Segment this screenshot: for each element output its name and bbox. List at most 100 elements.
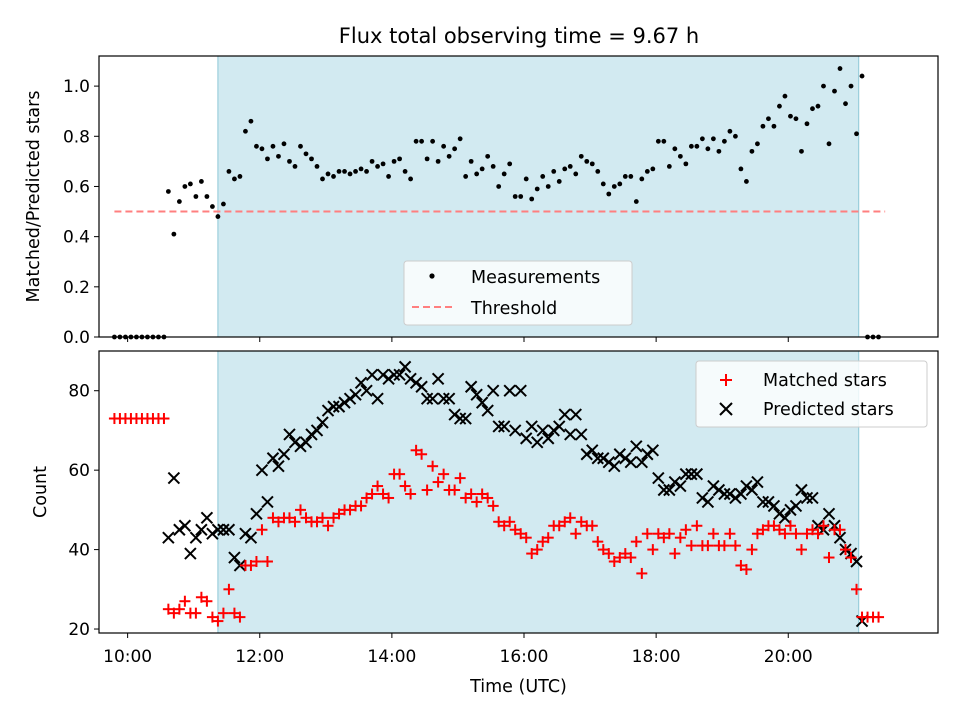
measurement-point xyxy=(474,171,480,177)
measurement-point xyxy=(859,73,865,79)
matched-point xyxy=(217,607,229,619)
matched-point xyxy=(740,563,752,575)
matched-point xyxy=(597,544,609,556)
matched-point xyxy=(702,540,714,552)
predicted-point xyxy=(382,372,395,386)
measurement-point xyxy=(485,153,491,159)
matched-point xyxy=(449,484,461,496)
measurement-point xyxy=(644,169,650,174)
count-legend: Matched stars Predicted stars xyxy=(695,360,928,428)
matched-point xyxy=(427,460,439,472)
predicted-point xyxy=(261,495,274,509)
predicted-point xyxy=(365,368,379,382)
matched-point xyxy=(586,520,598,532)
matched-point xyxy=(272,516,284,528)
measurement-point xyxy=(843,101,848,107)
matched-point xyxy=(399,480,411,492)
matched-point xyxy=(768,520,780,532)
measurement-point xyxy=(419,138,425,144)
measurement-point xyxy=(331,174,336,179)
predicted-point xyxy=(531,436,544,449)
predicted-point xyxy=(167,471,181,485)
matched-point xyxy=(504,516,516,528)
matched-point xyxy=(487,500,499,512)
matched-point xyxy=(801,528,813,540)
predicted-point xyxy=(294,440,307,453)
measurement-point xyxy=(826,141,832,147)
matched-point xyxy=(201,595,213,607)
measurement-point xyxy=(292,163,298,169)
measurement-point xyxy=(187,181,193,187)
measurement-point xyxy=(259,146,265,152)
count-y-tick-label: 40 xyxy=(68,541,90,561)
measurement-point xyxy=(182,184,188,189)
measurement-point xyxy=(463,174,469,179)
measurement-point xyxy=(677,153,683,159)
measurement-point xyxy=(777,103,782,109)
predicted-point xyxy=(707,479,720,493)
predicted-point xyxy=(206,527,219,540)
count-y-tick-label: 20 xyxy=(68,620,90,640)
measurement-point xyxy=(837,66,843,71)
predicted-point xyxy=(751,475,764,489)
predicted-point xyxy=(734,487,748,501)
measurement-point xyxy=(815,103,821,109)
ratio-y-tick-label: 0.0 xyxy=(63,328,90,348)
predicted-point xyxy=(222,523,236,536)
measurement-point xyxy=(325,171,331,177)
measurement-point xyxy=(353,169,358,174)
matched-point xyxy=(834,524,846,536)
x-axis-label: Time (UTC) xyxy=(469,677,567,697)
matched-point xyxy=(751,528,763,540)
measurement-point xyxy=(556,179,562,184)
predicted-point xyxy=(178,519,192,532)
measurement-point xyxy=(661,138,667,144)
measurement-point xyxy=(397,156,402,162)
predicted-point xyxy=(470,388,483,401)
matched-point xyxy=(592,536,604,548)
predicted-point xyxy=(398,360,412,374)
measurement-point xyxy=(413,138,419,144)
matched-point xyxy=(311,516,323,528)
matched-point xyxy=(261,556,273,568)
measurement-point xyxy=(782,93,788,99)
measurement-point xyxy=(699,136,705,142)
predicted-point xyxy=(288,436,302,449)
matched-point xyxy=(570,528,582,540)
matched-point xyxy=(190,607,202,619)
predicted-point xyxy=(569,408,582,421)
matched-point xyxy=(344,504,356,516)
predicted-point xyxy=(486,384,500,397)
measurement-point xyxy=(584,158,590,164)
matched-point xyxy=(482,492,494,504)
measurement-point xyxy=(771,123,777,129)
matched-point xyxy=(520,532,532,544)
matched-point xyxy=(432,476,444,488)
measurement-point xyxy=(738,166,744,172)
predicted-point xyxy=(448,408,461,421)
measurement-point xyxy=(281,141,287,147)
predicted-point xyxy=(376,368,390,382)
measurement-point xyxy=(375,163,380,169)
measurement-point xyxy=(424,156,430,162)
count-x-tick-label: 16:00 xyxy=(500,647,549,667)
matched-point xyxy=(845,552,857,564)
matched-point xyxy=(840,544,852,556)
measurement-point xyxy=(232,176,237,182)
matched-point xyxy=(410,444,422,456)
measurement-point xyxy=(303,151,309,157)
measurement-point xyxy=(766,116,771,122)
measurement-point xyxy=(672,146,678,152)
measurement-point xyxy=(683,161,689,167)
matched-point xyxy=(355,500,367,512)
measurement-point xyxy=(408,176,413,182)
predicted-point xyxy=(437,392,450,405)
matched-point xyxy=(212,615,224,627)
measurement-point xyxy=(198,179,204,184)
matched-point xyxy=(328,512,340,524)
measurement-point xyxy=(386,174,391,179)
matched-point xyxy=(283,512,295,524)
predicted-point xyxy=(723,487,737,501)
matched-point xyxy=(421,484,433,496)
